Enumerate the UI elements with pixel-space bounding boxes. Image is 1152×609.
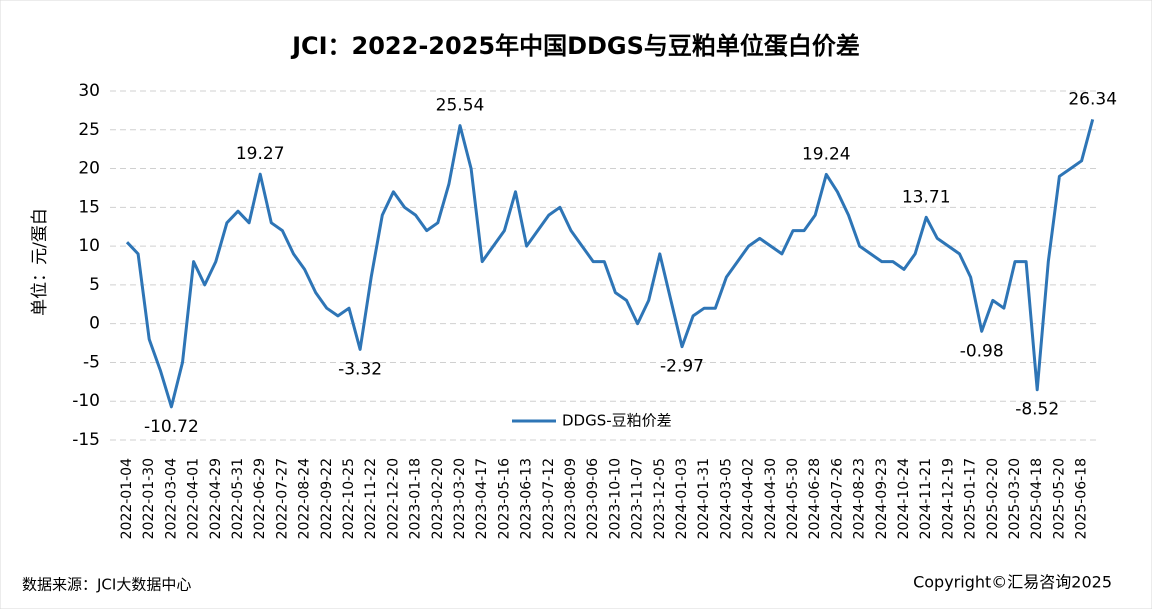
x-tick-label: 2024-04-30	[763, 458, 779, 539]
data-label: -8.52	[1015, 400, 1059, 420]
x-tick-label: 2023-01-18	[408, 458, 424, 539]
x-tick-label: 2023-02-20	[430, 458, 446, 539]
data-label: -10.72	[144, 417, 199, 437]
x-tick-label: 2022-01-30	[141, 458, 157, 539]
x-tick-label: 2024-06-28	[807, 458, 823, 539]
y-tick-label: 20	[78, 159, 100, 179]
x-tick-label: 2022-07-27	[274, 458, 290, 539]
y-tick-label: 30	[78, 81, 100, 101]
source: 数据来源：JCI大数据中心	[22, 576, 191, 594]
x-tick-label: 2022-03-04	[163, 458, 179, 539]
legend-label: DDGS-豆粕价差	[562, 412, 672, 430]
y-tick-label: 5	[89, 275, 100, 295]
x-tick-label: 2023-09-06	[585, 458, 601, 539]
x-tick-label: 2023-04-17	[474, 458, 490, 539]
x-tick-label: 2023-08-09	[563, 458, 579, 539]
x-tick-label: 2025-01-17	[963, 458, 979, 539]
x-tick-label: 2022-12-20	[385, 458, 401, 539]
x-tick-label: 2023-07-12	[541, 458, 557, 539]
data-label: 26.34	[1068, 89, 1117, 109]
x-tick-label: 2024-04-02	[741, 458, 757, 539]
x-tick-label: 2024-11-21	[918, 458, 934, 539]
data-label: -2.97	[660, 357, 704, 377]
x-tick-label: 2025-03-20	[1007, 458, 1023, 539]
x-tick-label: 2024-05-30	[785, 458, 801, 539]
x-tick-label: 2024-03-05	[718, 458, 734, 539]
copyright: Copyright©汇易咨询2025	[913, 573, 1112, 592]
x-tick-label: 2024-09-23	[874, 458, 890, 539]
x-tick-label: 2024-12-19	[940, 458, 956, 539]
x-tick-label: 2025-05-20	[1051, 458, 1067, 539]
x-tick-label: 2024-07-26	[829, 458, 845, 539]
x-tick-label: 2022-11-22	[363, 458, 379, 539]
y-tick-label: -5	[83, 352, 100, 372]
y-tick-label: 25	[78, 120, 100, 140]
x-tick-label: 2025-04-18	[1029, 458, 1045, 539]
x-tick-label: 2024-10-24	[896, 458, 912, 539]
x-tick-label: 2023-10-10	[607, 458, 623, 539]
x-tick-label: 2022-05-31	[230, 458, 246, 539]
y-tick-label: -15	[72, 430, 100, 450]
x-tick-label: 2022-08-24	[297, 458, 313, 539]
x-tick-label: 2024-08-23	[852, 458, 868, 539]
x-tick-label: 2025-06-18	[1074, 458, 1090, 539]
x-tick-label: 2022-01-04	[119, 458, 135, 539]
x-tick-label: 2022-10-25	[341, 458, 357, 539]
data-label: 19.27	[236, 144, 285, 164]
y-axis-label: 单位：元/蛋白	[30, 208, 50, 316]
data-label: 13.71	[902, 187, 951, 207]
x-tick-label: 2023-11-07	[630, 458, 646, 539]
x-tick-label: 2023-05-16	[496, 458, 512, 539]
data-label: 25.54	[436, 96, 485, 116]
x-tick-label: 2022-04-29	[208, 458, 224, 539]
x-tick-label: 2023-03-20	[452, 458, 468, 539]
chart-title: JCI：2022-2025年中国DDGS与豆粕单位蛋白价差	[290, 32, 860, 60]
x-tick-label: 2025-02-20	[985, 458, 1001, 539]
x-tick-label: 2023-06-13	[519, 458, 535, 539]
x-tick-label: 2023-12-05	[652, 458, 668, 539]
x-tick-label: 2022-04-01	[186, 458, 202, 539]
x-tick-label: 2024-01-31	[696, 458, 712, 539]
data-label: -3.32	[338, 359, 382, 379]
y-tick-label: 15	[78, 197, 100, 217]
y-tick-label: -10	[72, 391, 100, 411]
y-tick-label: 0	[89, 314, 100, 334]
x-tick-label: 2022-09-22	[319, 458, 335, 539]
x-tick-label: 2024-01-03	[674, 458, 690, 539]
x-tick-label: 2022-06-29	[252, 458, 268, 539]
y-tick-label: 10	[78, 236, 100, 256]
series-line	[125, 119, 1095, 409]
data-label: -0.98	[960, 341, 1004, 361]
data-label: 19.24	[802, 144, 851, 164]
